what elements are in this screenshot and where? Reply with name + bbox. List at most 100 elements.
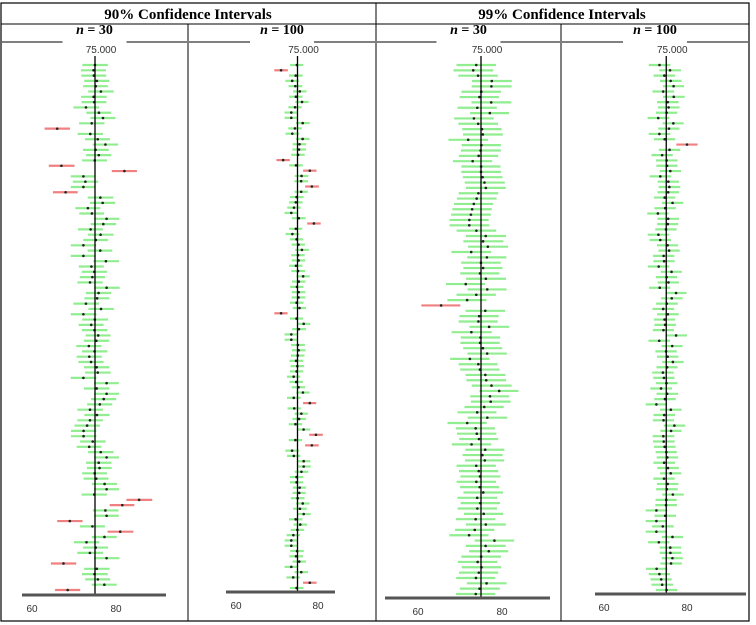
sample-mean-point: [302, 322, 306, 326]
sample-size-value: = 30: [458, 23, 487, 38]
sample-mean-point: [667, 249, 671, 252]
sample-mean-point: [475, 496, 479, 500]
panel-1: n = 30 75.000 60 80: [2, 23, 187, 615]
sample-mean-point: [477, 320, 480, 323]
sample-mean-point: [673, 424, 676, 427]
sample-mean-point: [666, 355, 669, 358]
sample-mean-point: [89, 360, 93, 364]
sample-mean-point: [84, 302, 88, 305]
sample-mean-point: [89, 132, 92, 136]
sample-mean-point: [301, 391, 305, 394]
sample-mean-point: [656, 116, 660, 120]
sample-mean-point: [470, 330, 473, 334]
sample-mean-point: [493, 539, 496, 542]
sample-mean-point: [90, 212, 94, 215]
sample-mean-point: [484, 378, 488, 382]
sample-mean-point: [289, 211, 293, 215]
sample-mean-point: [670, 344, 674, 348]
sample-mean-point: [671, 535, 674, 539]
sample-mean-point: [99, 196, 102, 199]
sample-mean-point: [483, 309, 487, 313]
sample-mean-point: [662, 259, 666, 263]
sample-mean-point: [294, 164, 298, 167]
sample-mean-point: [468, 218, 471, 222]
sample-mean-point: [298, 523, 302, 526]
sample-mean-point: [98, 249, 102, 252]
sample-mean-point: [666, 222, 670, 226]
sample-mean-point: [118, 530, 122, 533]
sample-mean-point: [290, 449, 294, 452]
sample-mean-point: [656, 212, 660, 215]
sample-mean-point: [674, 334, 678, 337]
sample-mean-point: [475, 411, 479, 414]
sample-mean-point: [314, 433, 318, 437]
sample-mean-point: [474, 517, 477, 521]
sample-mean-point: [102, 397, 106, 401]
sample-mean-point: [662, 440, 666, 443]
sample-mean-point: [88, 419, 92, 422]
sample-mean-point: [663, 74, 666, 77]
sample-mean-point: [658, 286, 662, 290]
sample-mean-point: [290, 565, 293, 569]
sample-mean-point: [297, 216, 301, 220]
sample-mean-point: [685, 143, 689, 146]
sample-mean-point: [88, 281, 92, 284]
sample-mean-point: [488, 111, 492, 115]
sample-mean-point: [90, 265, 93, 268]
sample-mean-point: [82, 434, 85, 438]
sample-mean-point: [472, 117, 476, 120]
sample-mean-point: [484, 277, 488, 281]
sample-mean-point: [483, 181, 486, 184]
sample-mean-point: [476, 122, 480, 126]
sample-mean-point: [103, 535, 106, 539]
sample-mean-point: [294, 95, 298, 98]
sample-mean-point: [105, 392, 108, 396]
sample-mean-point: [483, 459, 487, 462]
sample-mean-point: [88, 551, 92, 555]
sample-mean-point: [668, 185, 671, 189]
sample-mean-point: [490, 79, 494, 83]
sample-mean-point: [91, 440, 95, 443]
sample-mean-point: [485, 352, 489, 355]
sample-mean-point: [668, 148, 671, 152]
sample-mean-point: [64, 190, 67, 194]
sample-mean-point: [95, 365, 98, 369]
sample-mean-point: [490, 384, 493, 387]
sample-mean-point: [294, 359, 298, 363]
mu-label: 75.000: [86, 45, 117, 56]
sample-mean-point: [292, 533, 295, 537]
sample-mean-point: [297, 491, 301, 495]
sample-mean-point: [82, 185, 85, 189]
panel-subtitle: n = 100: [633, 23, 677, 38]
sample-mean-point: [669, 472, 673, 475]
sample-mean-point: [659, 578, 663, 581]
sample-mean-point: [290, 132, 294, 135]
sample-size-value: = 30: [84, 23, 113, 38]
sample-mean-point: [292, 375, 295, 378]
sample-mean-point: [66, 588, 69, 592]
sample-mean-point: [101, 201, 104, 205]
sample-mean-point: [474, 576, 478, 580]
sample-mean-point: [667, 281, 670, 284]
sample-mean-point: [300, 100, 304, 104]
sample-mean-point: [666, 466, 670, 470]
sample-mean-point: [84, 180, 87, 183]
sample-mean-point: [661, 371, 665, 374]
sample-mean-point: [298, 486, 301, 489]
sample-mean-point: [662, 434, 665, 438]
sample-mean-point: [82, 429, 85, 433]
panel-3: n = 30 75.000 60 80: [377, 23, 560, 618]
sample-mean-point: [487, 325, 491, 329]
sample-mean-point: [669, 429, 673, 433]
panel-subtitle: n = 30: [76, 23, 113, 38]
sample-mean-point: [95, 413, 99, 417]
sample-mean-point: [82, 175, 85, 178]
sample-mean-point: [485, 582, 488, 585]
sample-mean-point: [82, 312, 85, 316]
sample-mean-point: [661, 307, 665, 311]
sample-mean-point: [474, 427, 477, 430]
sample-mean-point: [105, 217, 108, 221]
sample-mean-point: [297, 560, 301, 563]
sample-mean-point: [669, 562, 673, 565]
